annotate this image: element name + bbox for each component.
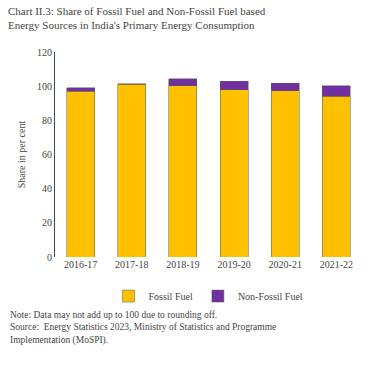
svg-text:20: 20 xyxy=(42,217,52,228)
svg-text:100: 100 xyxy=(37,81,52,92)
svg-text:Non-Fossil Fuel: Non-Fossil Fuel xyxy=(238,291,303,302)
svg-text:40: 40 xyxy=(42,183,52,194)
svg-text:2019-20: 2019-20 xyxy=(217,259,250,270)
svg-text:2017-18: 2017-18 xyxy=(115,259,148,270)
svg-text:2018-19: 2018-19 xyxy=(166,259,199,270)
svg-text:Fossil Fuel: Fossil Fuel xyxy=(149,291,193,302)
svg-text:2021-22: 2021-22 xyxy=(320,259,353,270)
svg-text:Note: Data may not add up to 1: Note: Data may not add up to 100 due to … xyxy=(10,310,276,346)
svg-text:Share in per cent: Share in per cent xyxy=(16,121,27,189)
svg-text:0: 0 xyxy=(47,252,52,263)
svg-text:2020-21: 2020-21 xyxy=(269,259,302,270)
svg-text:2016-17: 2016-17 xyxy=(64,259,97,270)
svg-text:120: 120 xyxy=(37,47,52,58)
svg-text:Chart II.3: Share of Fossil Fu: Chart II.3: Share of Fossil Fuel and Non… xyxy=(8,5,266,31)
svg-text:80: 80 xyxy=(42,115,52,126)
svg-text:60: 60 xyxy=(42,149,52,160)
